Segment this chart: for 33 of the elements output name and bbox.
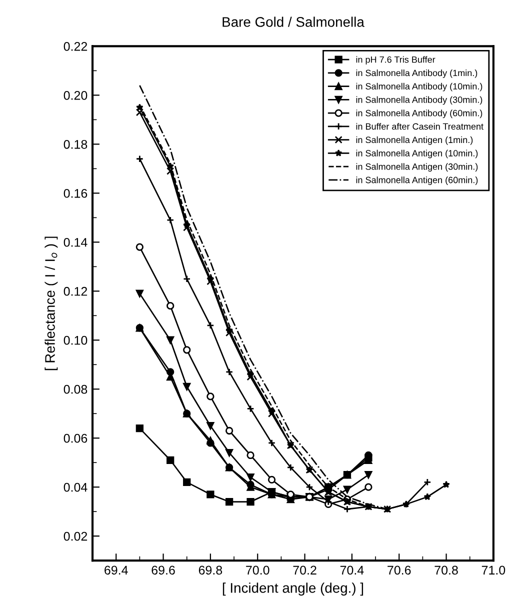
y-tick-label: 0.22 bbox=[64, 42, 88, 51]
y-tick-label: 0.12 bbox=[64, 286, 88, 296]
y-tick-label: 0.20 bbox=[64, 90, 88, 100]
y-tick-label: 0.08 bbox=[64, 384, 88, 394]
legend-label: in Salmonella Antibody (10min.) bbox=[356, 82, 482, 92]
x-axis-title: [ Incident angle (deg.) ] bbox=[222, 582, 364, 596]
x-tick-label: 71.0 bbox=[482, 566, 506, 575]
y-tick-label: 0.10 bbox=[64, 336, 88, 345]
y-tick-label: 0.14 bbox=[64, 238, 88, 247]
y-tick-label: 0.04 bbox=[64, 482, 88, 492]
y-tick-label: 0.16 bbox=[64, 188, 88, 198]
legend-label: in Salmonella Antibody (1min.) bbox=[356, 70, 478, 78]
x-tick-label: 70.0 bbox=[246, 566, 270, 575]
legend-label: in Salmonella Antigen (60min.) bbox=[356, 176, 478, 185]
x-tick-label: 69.4 bbox=[104, 566, 128, 575]
legend-label: in Salmonella Antigen (30min.) bbox=[356, 163, 478, 172]
x-tick-label: 70.4 bbox=[340, 566, 364, 575]
chart-title: Bare Gold / Salmonella bbox=[222, 16, 364, 27]
legend-label: in pH 7.6 Tris Buffer bbox=[356, 56, 436, 65]
x-tick-label: 69.6 bbox=[152, 566, 175, 575]
legend-label: in Salmonella Antibody (60min.) bbox=[356, 110, 482, 118]
legend-label: in Buffer after Casein Treatment bbox=[356, 123, 484, 130]
legend-label: in Salmonella Antigen (10min.) bbox=[356, 150, 478, 158]
legend-label: in Salmonella Antibody (30min.) bbox=[356, 96, 482, 105]
x-tick-label: 70.6 bbox=[388, 566, 411, 575]
x-tick-label: 70.2 bbox=[293, 566, 316, 575]
x-tick-label: 69.8 bbox=[198, 566, 222, 575]
x-tick-label: 70.8 bbox=[434, 566, 458, 575]
y-tick-label: 0.06 bbox=[64, 434, 88, 443]
y-tick-label: 0.18 bbox=[64, 140, 88, 149]
y-tick-label: 0.02 bbox=[64, 532, 88, 541]
y-axis-title: [ Reflectance ( I / I$_{o}$ ) ] bbox=[44, 236, 58, 370]
legend-label: in Salmonella Antigen (1min.) bbox=[356, 136, 473, 145]
